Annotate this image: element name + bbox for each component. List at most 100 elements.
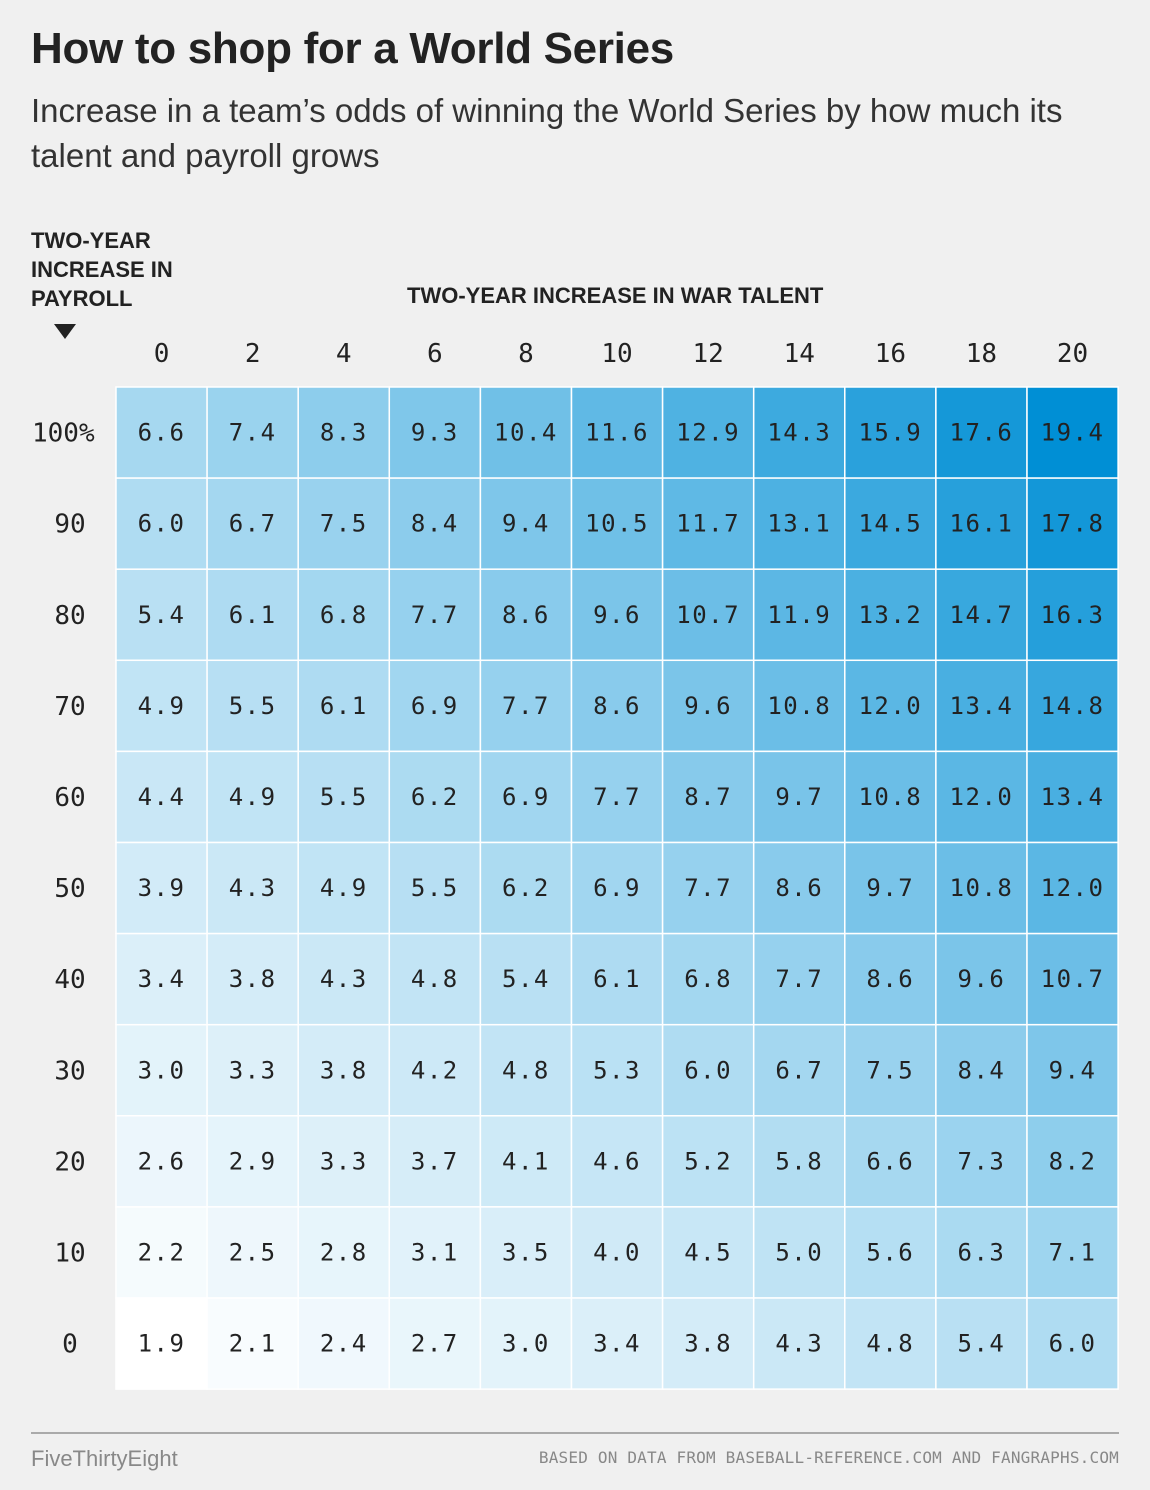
cell-value-label: 10.5 bbox=[585, 510, 649, 538]
heatmap-cell bbox=[570, 386, 664, 479]
cell-value-label: 14.7 bbox=[950, 601, 1014, 629]
heatmap-cell bbox=[115, 1297, 208, 1390]
heatmap-cell bbox=[206, 750, 299, 844]
heatmap-cell bbox=[388, 1297, 482, 1390]
x-tick-label: 12 bbox=[692, 339, 723, 369]
cell-value-label: 4.5 bbox=[684, 1238, 732, 1266]
heatmap-cell bbox=[752, 841, 846, 935]
cell-value-label: 7.3 bbox=[958, 1147, 1006, 1175]
heatmap-cell bbox=[844, 1297, 937, 1390]
cell-value-label: 8.6 bbox=[866, 965, 914, 993]
heatmap-cell bbox=[661, 1297, 755, 1390]
cell-value-label: 10.4 bbox=[494, 419, 558, 447]
cell-value-label: 5.2 bbox=[684, 1147, 732, 1175]
heatmap-cell bbox=[935, 568, 1028, 662]
cell-value-label: 6.6 bbox=[138, 419, 186, 447]
heatmap-cell bbox=[1026, 477, 1119, 570]
heatmap-cell bbox=[570, 1297, 664, 1390]
cell-value-label: 4.9 bbox=[320, 874, 368, 902]
cell-value-label: 6.7 bbox=[775, 1056, 823, 1084]
heatmap-cell bbox=[661, 386, 755, 479]
cell-value-label: 6.2 bbox=[502, 874, 550, 902]
cell-value-label: 10.7 bbox=[1041, 965, 1105, 993]
heatmap-cell bbox=[115, 1115, 208, 1208]
heatmap-cell bbox=[570, 750, 664, 844]
heatmap-cell bbox=[297, 841, 391, 935]
heatmap-cell bbox=[752, 477, 846, 570]
cell-value-label: 5.4 bbox=[138, 601, 186, 629]
heatmap-cell bbox=[844, 477, 937, 570]
heatmap-cell bbox=[661, 841, 755, 935]
heatmap-cell bbox=[1026, 750, 1119, 844]
x-tick-label: 2 bbox=[245, 339, 261, 369]
heatmap-cell bbox=[935, 1206, 1028, 1299]
cell-value-label: 2.2 bbox=[138, 1238, 186, 1266]
cell-value-label: 6.3 bbox=[958, 1238, 1006, 1266]
cell-value-label: 12.0 bbox=[858, 692, 922, 720]
x-tick-label: 6 bbox=[427, 339, 443, 369]
cell-value-label: 9.4 bbox=[502, 510, 550, 538]
cell-value-label: 8.6 bbox=[502, 601, 550, 629]
heatmap-cell bbox=[479, 568, 573, 662]
cell-value-label: 2.4 bbox=[320, 1330, 368, 1358]
cell-value-label: 3.1 bbox=[411, 1238, 459, 1266]
cell-value-label: 16.1 bbox=[950, 510, 1014, 538]
heatmap-cell bbox=[297, 1023, 391, 1117]
heatmap-cell bbox=[844, 386, 937, 479]
cell-value-label: 10.8 bbox=[950, 874, 1014, 902]
cell-value-label: 3.4 bbox=[138, 965, 186, 993]
cell-value-label: 5.5 bbox=[411, 874, 459, 902]
heatmap-cell bbox=[935, 1297, 1028, 1390]
heatmap-cell bbox=[1026, 1297, 1119, 1390]
heatmap-cell bbox=[935, 1115, 1028, 1208]
cell-value-label: 9.6 bbox=[593, 601, 641, 629]
cell-value-label: 4.0 bbox=[593, 1238, 641, 1266]
heatmap-cell bbox=[935, 659, 1028, 753]
heatmap-cell bbox=[752, 1115, 846, 1208]
cell-value-label: 6.7 bbox=[229, 510, 277, 538]
cell-value-label: 2.8 bbox=[320, 1238, 368, 1266]
heatmap-cell bbox=[206, 1297, 299, 1390]
heatmap-cell bbox=[844, 568, 937, 662]
heatmap-cell bbox=[935, 477, 1028, 570]
cell-value-label: 9.7 bbox=[775, 783, 823, 811]
heatmap-cell bbox=[661, 1115, 755, 1208]
heatmap-cell bbox=[570, 841, 664, 935]
cell-value-label: 10.8 bbox=[858, 783, 922, 811]
heatmap-cell bbox=[297, 1297, 391, 1390]
heatmap-cell bbox=[570, 932, 664, 1026]
heatmap-cell bbox=[388, 932, 482, 1026]
x-tick-label: 20 bbox=[1057, 339, 1088, 369]
cell-value-label: 4.3 bbox=[229, 874, 277, 902]
cell-value-label: 8.6 bbox=[593, 692, 641, 720]
cell-value-label: 11.6 bbox=[585, 419, 649, 447]
cell-value-label: 6.9 bbox=[411, 692, 459, 720]
cell-value-label: 4.3 bbox=[320, 965, 368, 993]
cell-value-label: 2.9 bbox=[229, 1147, 277, 1175]
cell-value-label: 7.7 bbox=[411, 601, 459, 629]
heatmap-cell bbox=[1026, 841, 1119, 935]
heatmap-cell bbox=[935, 932, 1028, 1026]
heatmap-cell bbox=[752, 1206, 846, 1299]
heatmap-cell bbox=[844, 750, 937, 844]
heatmap-cell bbox=[388, 568, 482, 662]
y-tick-label: 40 bbox=[54, 965, 85, 995]
cell-value-label: 12.9 bbox=[676, 419, 740, 447]
cell-value-label: 3.0 bbox=[138, 1056, 186, 1084]
cell-value-label: 5.4 bbox=[958, 1330, 1006, 1358]
heatmap-cell bbox=[935, 386, 1028, 479]
heatmap-cell bbox=[297, 932, 391, 1026]
cell-value-label: 4.9 bbox=[229, 783, 277, 811]
cell-value-label: 12.0 bbox=[1041, 874, 1105, 902]
cell-value-label: 14.3 bbox=[767, 419, 831, 447]
down-arrow-icon bbox=[54, 324, 76, 339]
cell-value-label: 6.6 bbox=[866, 1147, 914, 1175]
heatmap-cell bbox=[388, 1115, 482, 1208]
heatmap-cell bbox=[115, 1023, 208, 1117]
cell-value-label: 6.8 bbox=[320, 601, 368, 629]
heatmap-cell bbox=[661, 568, 755, 662]
heatmap-cell bbox=[570, 1115, 664, 1208]
cell-value-label: 3.8 bbox=[229, 965, 277, 993]
cell-value-label: 5.5 bbox=[229, 692, 277, 720]
